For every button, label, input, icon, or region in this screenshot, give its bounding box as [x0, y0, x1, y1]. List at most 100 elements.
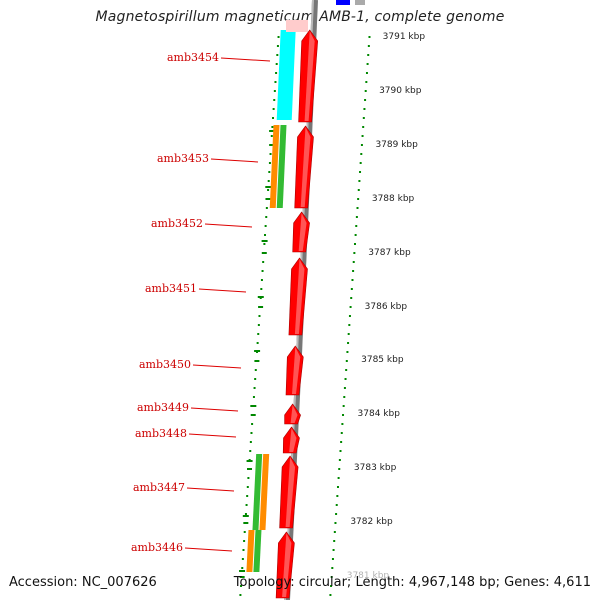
gene-label: amb3450: [139, 358, 191, 371]
tick-mark: [260, 279, 263, 281]
tick-mark: [262, 261, 265, 263]
tick-mark: [366, 63, 369, 65]
tick-mark: [277, 36, 280, 38]
kbp-label: 3782 kbp: [350, 517, 393, 527]
tick-mark: [247, 477, 250, 479]
tick-mark: [240, 585, 243, 587]
length-value: 4,967,148 bp: [408, 575, 496, 590]
gene-label: amb3452: [151, 217, 203, 230]
tick-mark: [335, 513, 338, 515]
tick-mark: [342, 414, 345, 416]
tick-mark: [337, 477, 340, 479]
kbp-label: 3789 kbp: [375, 140, 418, 150]
genes-label: Genes:: [504, 575, 550, 590]
label-leader-line: [190, 407, 239, 412]
gene-label: amb3453: [157, 152, 209, 165]
tick-mark: [256, 342, 259, 344]
tick-mark: [257, 333, 260, 335]
gene-label: amb3446: [131, 541, 183, 554]
gene-label: amb3448: [135, 427, 187, 440]
tick-mark: [252, 396, 255, 398]
tick-mark: [368, 36, 371, 38]
gray-feature: [355, 0, 365, 5]
tick-mark: [272, 117, 275, 119]
label-leader-line: [204, 223, 253, 228]
tick-mark: [246, 495, 249, 497]
cyan-feature: [276, 30, 296, 120]
tick-mark: [357, 198, 360, 200]
tick-mark: [254, 378, 257, 380]
tick-mark: [352, 270, 355, 272]
feature-fade: [286, 20, 308, 32]
length-label: Length:: [355, 575, 405, 590]
gene-label: amb3449: [137, 401, 189, 414]
tick-mark: [333, 531, 336, 533]
tick-mark: [275, 72, 278, 74]
tick-mark: [267, 189, 270, 191]
tick-mark: [249, 450, 252, 452]
gene-arrow-highlight: [304, 31, 315, 121]
tick-mark: [338, 459, 341, 461]
tick-mark: [343, 396, 346, 398]
major-tick-mark: [254, 350, 261, 352]
tick-mark: [355, 216, 358, 218]
label-leader-line: [192, 364, 242, 369]
label-leader-line: [220, 57, 271, 62]
tick-mark: [267, 180, 270, 182]
tick-mark: [365, 81, 368, 83]
tick-mark: [367, 54, 370, 56]
tick-mark: [249, 441, 252, 443]
gene-arrow-highlight: [282, 533, 292, 597]
topology-value: circular: [298, 575, 347, 590]
tick-mark: [273, 90, 276, 92]
tick-mark: [260, 288, 263, 290]
tick-mark: [346, 351, 349, 353]
tick-mark: [253, 387, 256, 389]
kbp-label: 3787 kbp: [368, 248, 411, 258]
gene-arrow-highlight: [292, 347, 301, 394]
tick-mark: [358, 180, 361, 182]
label-leader-line: [210, 158, 259, 163]
tick-mark: [349, 306, 352, 308]
tick-mark: [264, 225, 267, 227]
tick-mark: [332, 549, 335, 551]
tick-mark: [362, 126, 365, 128]
tick-mark: [265, 216, 268, 218]
tick-mark: [345, 369, 348, 371]
major-tick-mark: [246, 460, 253, 462]
tick-mark: [360, 153, 363, 155]
tick-mark: [359, 171, 362, 173]
gene-arrow-highlight: [289, 428, 297, 452]
major-tick-mark: [261, 240, 268, 242]
major-tick-mark: [239, 570, 246, 572]
major-tick-mark: [257, 296, 264, 298]
gene-arrow-highlight: [290, 405, 298, 423]
tick-mark: [361, 135, 364, 137]
accession-value: NC_007626: [81, 575, 157, 590]
tick-mark: [351, 279, 354, 281]
tick-mark: [261, 252, 267, 254]
tick-mark: [336, 495, 339, 497]
tick-mark: [243, 540, 246, 542]
tick-mark: [268, 171, 271, 173]
tick-mark: [360, 144, 363, 146]
gene-arrows: [275, 29, 319, 599]
tick-mark: [261, 270, 264, 272]
gene-arrow-highlight: [300, 127, 311, 207]
orange-feature: [269, 125, 280, 208]
tick-mark: [331, 567, 334, 569]
tick-mark: [335, 504, 338, 506]
tick-mark: [350, 297, 353, 299]
tick-mark: [329, 594, 332, 596]
tick-mark: [353, 252, 356, 254]
kbp-label: 3783 kbp: [354, 463, 397, 473]
tick-mark: [271, 126, 274, 128]
genome-title: Magnetospirillum magneticum AMB-1, compl…: [95, 9, 505, 25]
genes-value: 4,611: [553, 575, 591, 590]
kbp-label: 3785 kbp: [361, 355, 404, 365]
tick-mark: [251, 423, 254, 425]
orange-feature: [246, 530, 255, 572]
kbp-label: 3790 kbp: [379, 86, 422, 96]
tick-mark: [354, 234, 357, 236]
